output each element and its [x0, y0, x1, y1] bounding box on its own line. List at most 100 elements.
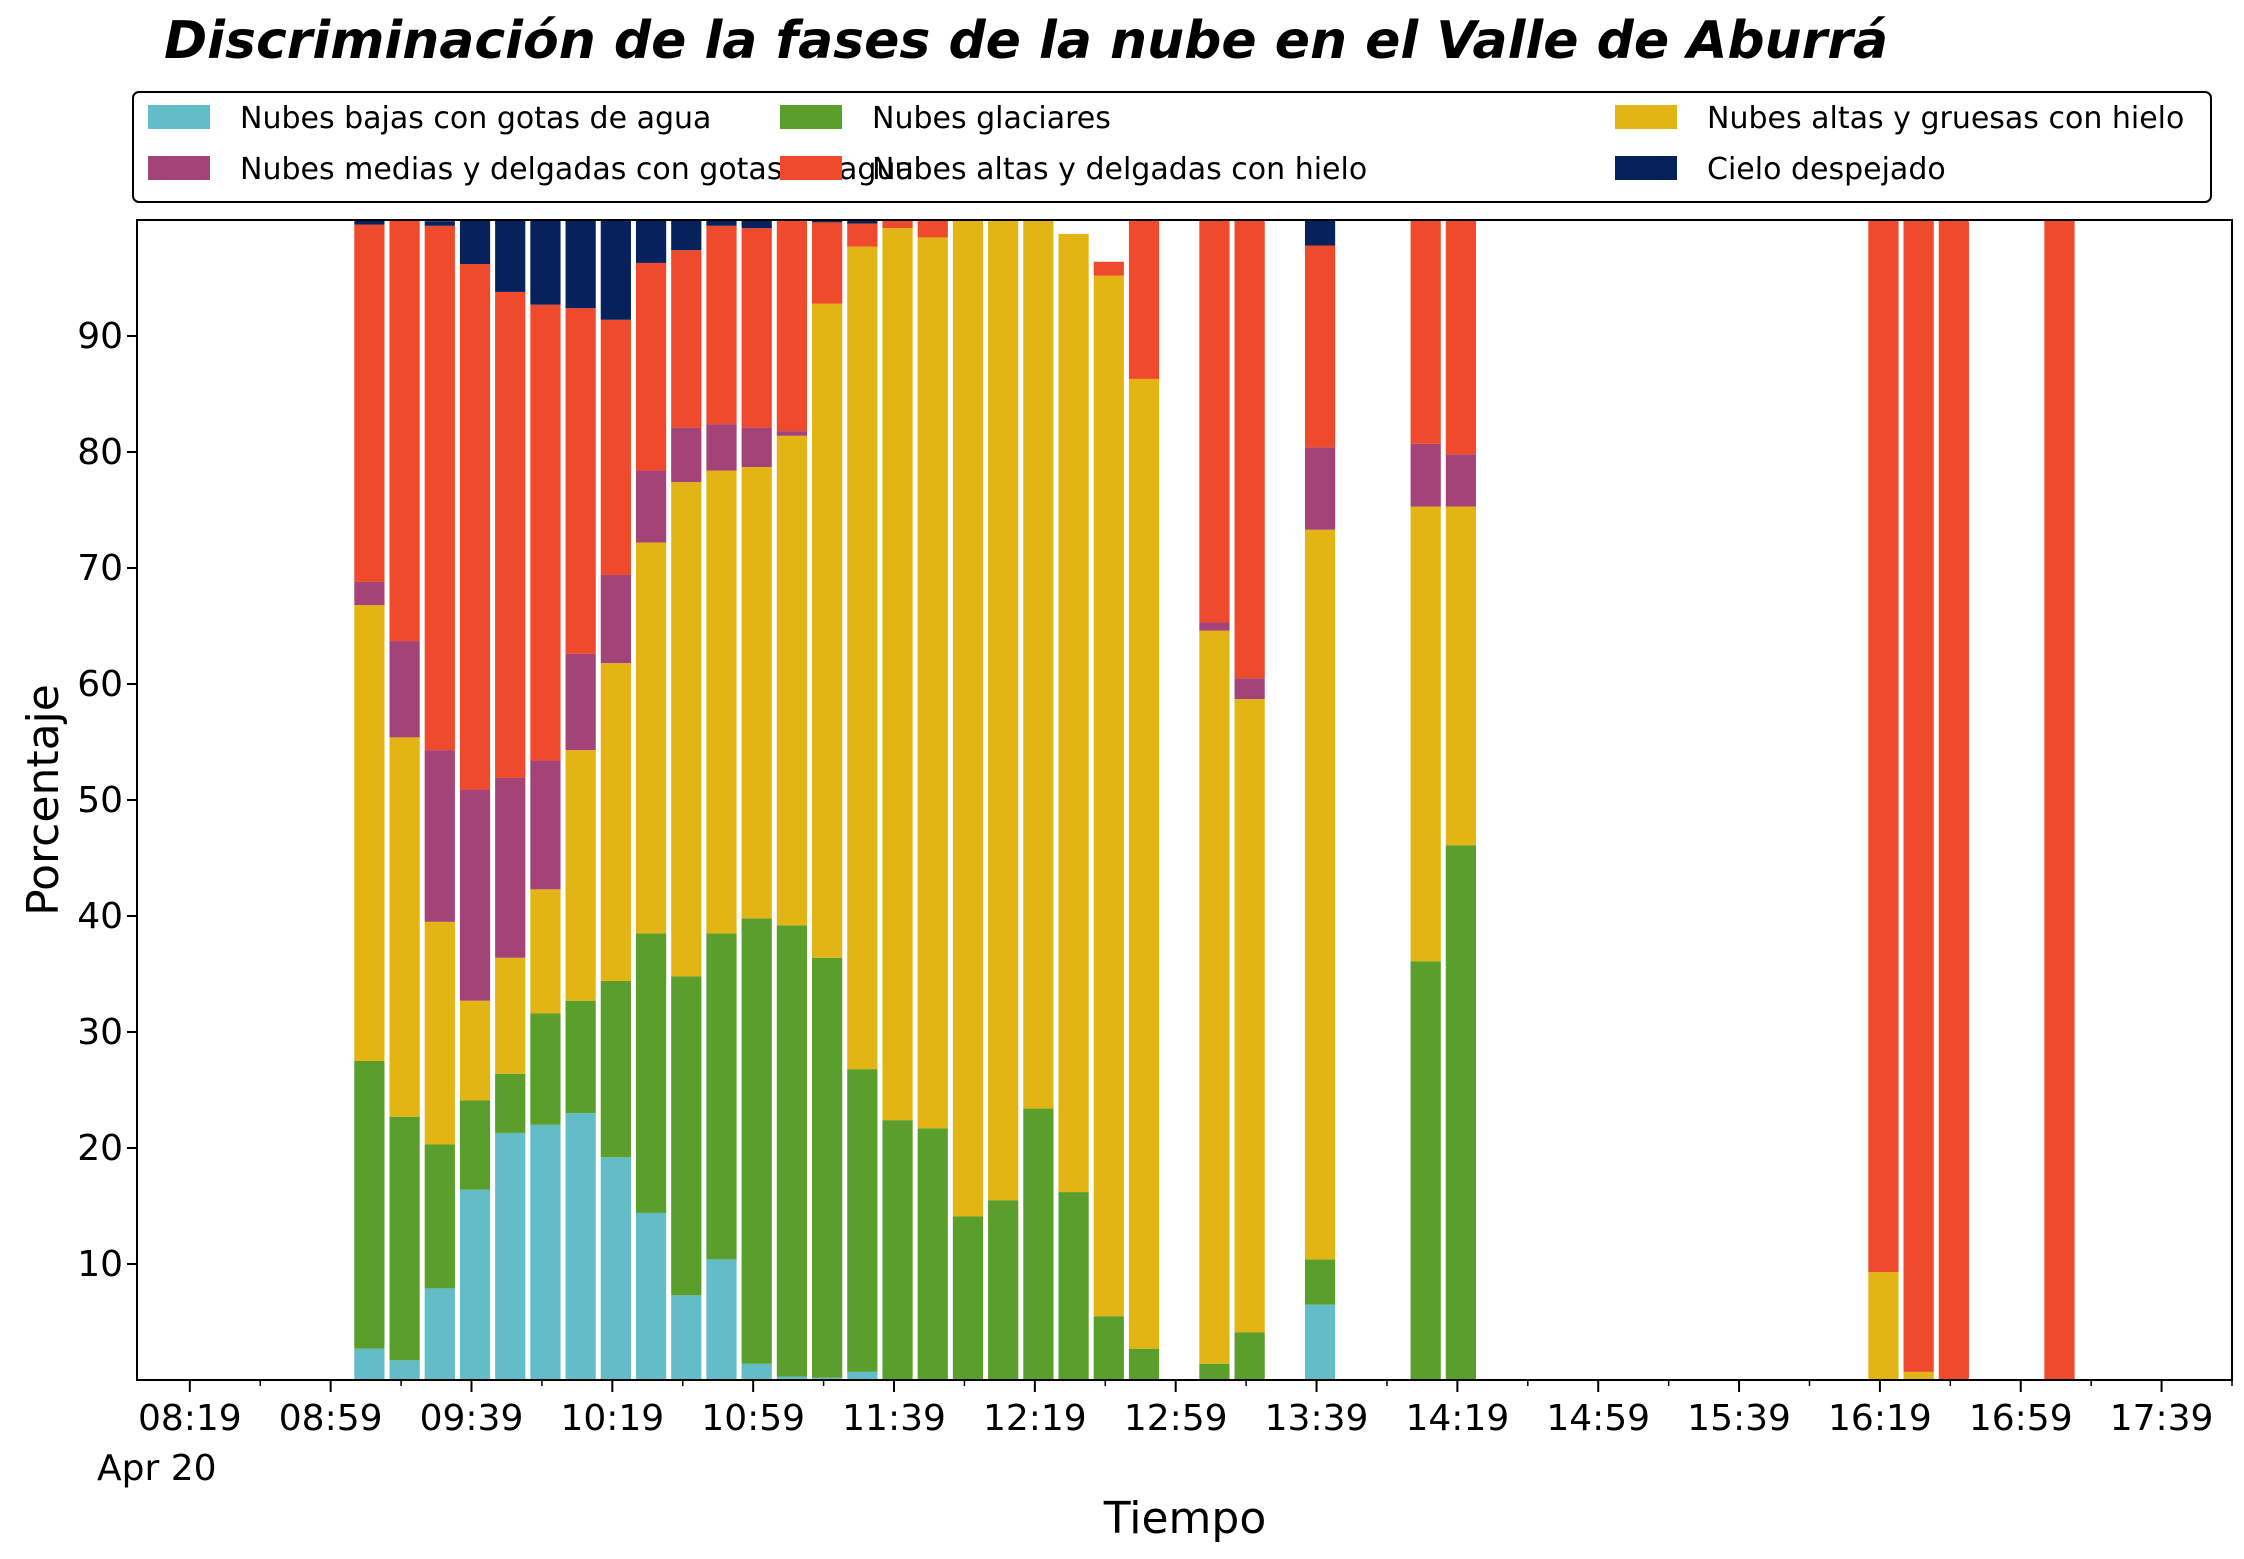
bar-segment-2-13 — [812, 303, 843, 958]
bar-segment-1-3 — [459, 1100, 491, 1190]
y-tick-label: 60 — [77, 664, 123, 705]
bar-segment-2-26 — [1410, 506, 1441, 962]
bar-segment-4-11 — [741, 228, 772, 428]
legend-frame — [132, 91, 2212, 203]
bar-segment-4-28 — [1868, 220, 1899, 1273]
bar-segment-0-3 — [459, 1189, 491, 1380]
bar-segment-1-19 — [1023, 1108, 1054, 1380]
legend-label: Nubes bajas con gotas de agua — [240, 101, 711, 136]
x-tick-label: 11:39 — [842, 1398, 946, 1439]
bar-segment-4-6 — [565, 308, 596, 654]
bar-segment-1-8 — [635, 933, 667, 1213]
bar-segment-3-27 — [1445, 454, 1476, 507]
x-tick-label: 09:39 — [420, 1398, 524, 1439]
bar-segment-1-26 — [1410, 961, 1441, 1380]
bar-segment-5-5 — [530, 220, 561, 305]
bar-segment-3-10 — [706, 424, 737, 471]
bar-segment-3-7 — [600, 574, 631, 664]
bar-segment-3-4 — [495, 777, 526, 958]
bar-segment-0-0 — [354, 1348, 385, 1380]
bar-segment-2-24 — [1234, 699, 1265, 1333]
bar-segment-1-13 — [812, 957, 843, 1378]
bar-segment-2-8 — [635, 542, 667, 934]
bar-segment-2-1 — [389, 737, 420, 1117]
bar-segment-1-23 — [1199, 1363, 1230, 1380]
bar-segment-0-9 — [671, 1295, 702, 1380]
bar-segment-2-27 — [1445, 506, 1476, 846]
bar-segment-2-19 — [1023, 220, 1054, 1109]
bar-segment-4-16 — [917, 220, 948, 238]
bar-segment-1-4 — [495, 1073, 526, 1133]
x-tick-label: 10:59 — [701, 1398, 805, 1439]
bar-segment-1-9 — [671, 976, 702, 1296]
bar-segment-4-26 — [1410, 220, 1441, 444]
bar-segment-3-26 — [1410, 443, 1441, 507]
x-tick-label: 13:39 — [1265, 1398, 1369, 1439]
x-axis-label: Tiempo — [1103, 1493, 1267, 1544]
bar-segment-2-0 — [354, 605, 385, 1061]
bar-segment-4-7 — [600, 319, 631, 575]
bar-segment-5-25 — [1304, 220, 1336, 246]
bar-segment-5-11 — [741, 220, 772, 229]
bar-segment-5-10 — [706, 220, 737, 226]
bar-segment-0-2 — [424, 1288, 455, 1380]
y-tick-label: 70 — [77, 548, 123, 589]
bar-segment-4-22 — [1128, 220, 1160, 379]
bar-segment-1-6 — [565, 1000, 596, 1114]
bar-segment-0-5 — [530, 1124, 561, 1380]
bar-segment-4-15 — [882, 220, 913, 229]
bar-segment-2-9 — [671, 482, 702, 977]
legend: Nubes bajas con gotas de agua Nubes glaci… — [132, 91, 2212, 203]
bar-segment-3-8 — [635, 470, 667, 543]
bar-segment-1-1 — [389, 1116, 420, 1361]
bar-segment-4-2 — [424, 225, 455, 751]
bar-segment-2-25 — [1304, 529, 1336, 1260]
y-tick-label: 20 — [77, 1128, 123, 1169]
bar-segment-4-4 — [495, 291, 526, 778]
legend-label: Nubes altas y gruesas con hielo — [1707, 101, 2184, 136]
bar-segment-1-24 — [1234, 1332, 1265, 1380]
bar-segment-4-23 — [1199, 220, 1230, 623]
bar-segment-4-3 — [459, 264, 491, 790]
bar-segment-5-0 — [354, 220, 385, 225]
bar-segment-3-6 — [565, 653, 596, 751]
bar-segment-2-21 — [1093, 275, 1124, 1317]
legend-swatch — [780, 105, 842, 129]
bar-segment-4-10 — [706, 225, 737, 425]
x-tick-label: 17:39 — [2110, 1398, 2214, 1439]
y-tick-label: 30 — [77, 1012, 123, 1053]
bar-segment-3-3 — [459, 789, 491, 1001]
bar-segment-2-12 — [776, 435, 808, 926]
x-tick-label: 08:59 — [279, 1398, 383, 1439]
bar-segment-1-22 — [1128, 1348, 1160, 1380]
bar-segment-0-8 — [635, 1212, 667, 1380]
bar-segment-2-23 — [1199, 630, 1230, 1364]
bar-segment-1-0 — [354, 1061, 385, 1349]
bar-segment-3-9 — [671, 427, 702, 483]
bar-segment-3-1 — [389, 641, 420, 738]
bars-group — [354, 220, 2075, 1380]
x-tick-label: 16:59 — [1969, 1398, 2073, 1439]
bar-segment-2-29 — [1903, 1371, 1934, 1380]
y-tick-label: 10 — [77, 1244, 123, 1285]
bar-segment-2-18 — [988, 220, 1019, 1201]
bar-segment-4-12 — [776, 220, 808, 432]
y-axis: 10 20 30 40 50 60 70 80 90 — [77, 316, 137, 1285]
bar-segment-4-27 — [1445, 220, 1476, 455]
bar-segment-5-3 — [459, 220, 491, 265]
bar-segment-1-16 — [917, 1128, 948, 1380]
x-tick-label: 14:59 — [1546, 1398, 1650, 1439]
bar-segment-1-5 — [530, 1013, 561, 1125]
bar-segment-1-20 — [1058, 1192, 1089, 1380]
x-tick-label: 12:19 — [983, 1398, 1087, 1439]
bar-segment-4-24 — [1234, 220, 1265, 679]
bar-segment-2-15 — [882, 228, 913, 1121]
bar-segment-2-10 — [706, 470, 737, 934]
bar-segment-0-7 — [600, 1157, 631, 1380]
bar-segment-4-8 — [635, 262, 667, 471]
bar-segment-4-21 — [1093, 261, 1124, 276]
bar-segment-1-11 — [741, 918, 772, 1364]
legend-swatch — [1615, 156, 1677, 180]
x-tick-label: 10:19 — [560, 1398, 664, 1439]
bar-segment-1-25 — [1304, 1259, 1336, 1305]
